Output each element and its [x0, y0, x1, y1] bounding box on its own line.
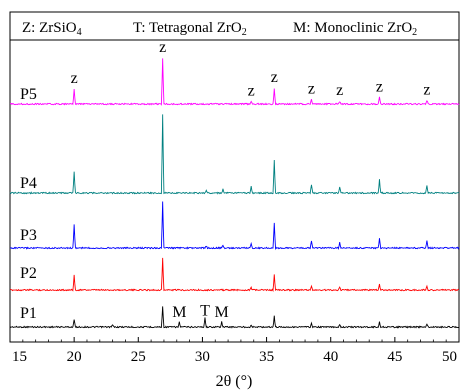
series-label-p3: P3	[20, 227, 37, 244]
peak-annotation: T	[200, 303, 210, 320]
peak-annotation: z	[308, 80, 315, 97]
peak-annotation: z	[376, 79, 383, 96]
series-line-p1	[9, 306, 460, 329]
x-tick-label: 30	[195, 349, 210, 365]
peak-annotation: M	[172, 304, 186, 321]
x-axis-label: 2θ (°)	[216, 373, 253, 390]
peak-annotation: z	[71, 70, 78, 87]
peak-annotation: z	[159, 39, 166, 56]
peak-annotation: z	[336, 82, 343, 99]
legend-tetragonal-zro2: T: Tetragonal ZrO2	[133, 20, 247, 38]
series-line-p2	[9, 257, 460, 293]
x-tick-label: 15	[12, 349, 27, 365]
series-label-p2: P2	[20, 265, 37, 282]
series-line-p3	[9, 201, 460, 251]
x-tick-label: 20	[67, 349, 82, 365]
series-label-p1: P1	[20, 305, 37, 322]
peak-annotation: z	[271, 69, 278, 86]
series-label-p5: P5	[20, 86, 37, 103]
x-tick-label: 40	[323, 349, 338, 365]
series-label-p4: P4	[20, 175, 37, 192]
legend-monoclinic-zro2: M: Monoclinic ZrO2	[293, 20, 417, 38]
x-tick-label: 50	[442, 349, 457, 365]
peak-annotation: M	[215, 304, 229, 321]
x-axis: 15 20 25 30 35 40 45 50	[9, 337, 460, 365]
peak-annotation: z	[248, 83, 255, 100]
legend-zrsio4: Z: ZrSiO4	[22, 20, 82, 38]
peak-annotation: z	[423, 81, 430, 98]
plot-frame	[9, 11, 460, 343]
series-line-p5	[9, 58, 460, 106]
x-tick-label: 25	[131, 349, 146, 365]
x-tick-label: 35	[259, 349, 274, 365]
series-line-p4	[9, 114, 460, 195]
series-layer: P1 P2 P3 P4 P5	[9, 58, 460, 329]
x-tick-label: 45	[387, 349, 402, 365]
